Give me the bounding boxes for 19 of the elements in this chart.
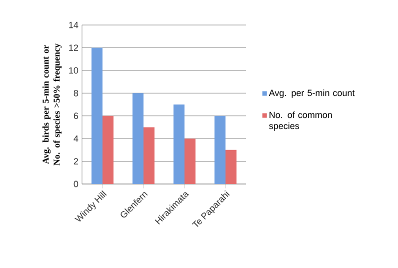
y-tick-label: 4 [74, 135, 78, 142]
bar [92, 48, 102, 184]
bar [214, 116, 226, 184]
y-tick-label: 14 [69, 22, 78, 28]
y-tick-label: 0 [74, 180, 78, 188]
y-tick-label: 12 [69, 44, 78, 51]
bar [174, 104, 184, 184]
legend-label: Avg. per 5-min count [268, 89, 355, 98]
y-tick-label: 10 [69, 67, 78, 74]
y-tick-label: 8 [74, 90, 78, 96]
bar [144, 127, 154, 184]
bar [102, 116, 114, 184]
bar [132, 93, 144, 184]
y-tick-label: 6 [74, 112, 78, 120]
bar [226, 150, 236, 184]
y-axis-title: Avg. birds per 5-min count or No. of species >50% frequency [42, 43, 62, 166]
y-tick-label: 2 [74, 158, 78, 164]
bar [184, 138, 196, 184]
legend-label: No. of common species [269, 112, 332, 131]
